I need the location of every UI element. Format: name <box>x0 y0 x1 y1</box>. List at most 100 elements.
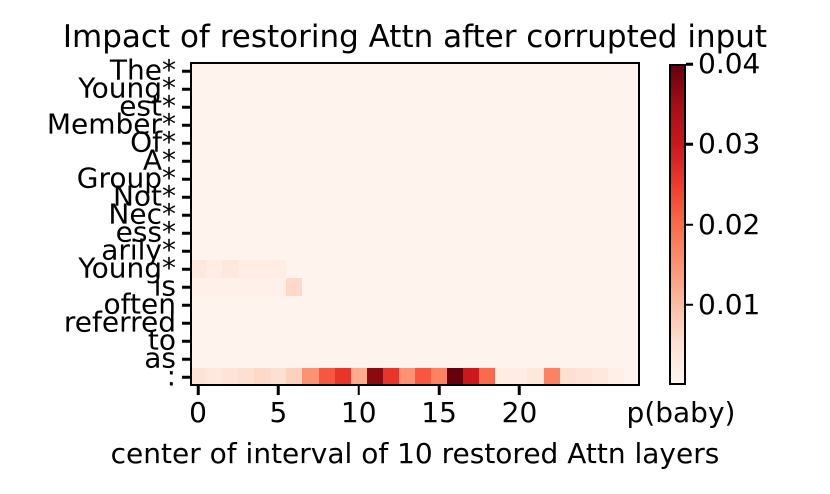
heatmap-cell <box>623 134 640 152</box>
heatmap-cell <box>447 62 464 80</box>
heatmap-cell <box>318 62 335 80</box>
y-tick-label: : <box>166 359 176 393</box>
heatmap-cell <box>511 296 528 314</box>
heatmap-cell <box>591 116 608 134</box>
heatmap-cell <box>190 170 207 188</box>
heatmap-cell <box>623 152 640 170</box>
heatmap-cell <box>302 80 319 98</box>
heatmap-cell <box>238 260 255 278</box>
heatmap-cell <box>414 296 432 314</box>
y-tick-mark <box>182 321 190 325</box>
heatmap-cell <box>447 170 464 188</box>
heatmap-cell <box>286 332 303 350</box>
heatmap-cell <box>254 98 271 116</box>
heatmap-cell <box>318 278 335 296</box>
heatmap-cell <box>398 170 415 188</box>
heatmap-cell <box>334 170 351 188</box>
heatmap-cell <box>623 224 640 242</box>
heatmap-cell <box>286 134 303 152</box>
y-tick-mark <box>182 177 190 181</box>
y-tick-label: Group* <box>76 161 176 195</box>
heatmap-cell <box>511 170 528 188</box>
y-tick-label: ess* <box>115 215 176 249</box>
heatmap-cell <box>511 224 528 242</box>
y-tick-label: est* <box>119 89 176 123</box>
heatmap-cell <box>607 260 624 278</box>
heatmap-cell <box>206 260 223 278</box>
heatmap-cell <box>463 332 480 350</box>
heatmap-cell <box>623 206 640 224</box>
heatmap-cell <box>382 134 399 152</box>
heatmap-cell <box>350 296 367 314</box>
heatmap-cell <box>270 260 287 278</box>
heatmap-cell <box>463 62 480 80</box>
heatmap-cell <box>414 170 432 188</box>
heatmap-cell <box>463 368 480 386</box>
y-tick-label: Young* <box>78 251 176 285</box>
heatmap-cell <box>527 278 544 296</box>
heatmap-cell <box>591 332 608 350</box>
heatmap-cell <box>527 314 544 332</box>
heatmap-cell <box>190 368 207 386</box>
heatmap-cell <box>366 152 383 170</box>
heatmap-cell <box>559 278 576 296</box>
heatmap-cell <box>222 260 239 278</box>
heatmap-cell <box>575 188 592 206</box>
heatmap-cell <box>190 242 207 260</box>
heatmap-cell <box>238 296 255 314</box>
heatmap-cell <box>591 260 608 278</box>
heatmap-cell <box>318 134 335 152</box>
heatmap-cell <box>495 224 512 242</box>
heatmap-cell <box>543 188 560 206</box>
heatmap-cell <box>398 314 415 332</box>
heatmap-cell <box>575 62 592 80</box>
heatmap-cell <box>543 278 560 296</box>
heatmap-cell <box>431 242 448 260</box>
heatmap-cell <box>511 260 528 278</box>
heatmap-cell <box>607 206 624 224</box>
heatmap-cell <box>254 278 271 296</box>
y-tick-mark <box>182 357 190 361</box>
heatmap-cell <box>511 332 528 350</box>
heatmap-cell <box>543 170 560 188</box>
heatmap-cell <box>479 152 496 170</box>
heatmap-cell <box>270 278 287 296</box>
heatmap-cell <box>238 350 255 368</box>
heatmap-cell <box>511 206 528 224</box>
heatmap-cell <box>575 242 592 260</box>
heatmap-cell <box>222 314 239 332</box>
heatmap-cell <box>623 368 640 386</box>
heatmap-cell <box>366 350 383 368</box>
heatmap-cell <box>206 242 223 260</box>
heatmap-cell <box>479 62 496 80</box>
y-tick-mark <box>182 105 190 109</box>
heatmap-cell <box>414 206 432 224</box>
heatmap-cell <box>382 314 399 332</box>
colorbar-tick-mark <box>686 303 693 306</box>
heatmap-cell <box>206 332 223 350</box>
heatmap-cell <box>623 116 640 134</box>
heatmap-cell <box>575 332 592 350</box>
heatmap-cell <box>463 224 480 242</box>
heatmap-cell <box>398 368 415 386</box>
heatmap-cell <box>527 350 544 368</box>
heatmap-cell <box>302 152 319 170</box>
heatmap-cell <box>559 350 576 368</box>
heatmap-cell <box>350 62 367 80</box>
heatmap-cell <box>254 314 271 332</box>
heatmap-cell <box>431 116 448 134</box>
heatmap-cell <box>463 98 480 116</box>
heatmap-cell <box>591 62 608 80</box>
y-tick-label: Member* <box>46 107 176 141</box>
heatmap-cell <box>398 188 415 206</box>
heatmap-cell <box>190 188 207 206</box>
heatmap-cell <box>495 188 512 206</box>
y-tick-mark <box>182 267 190 271</box>
heatmap-cell <box>222 206 239 224</box>
heatmap-cell <box>270 98 287 116</box>
heatmap-cell <box>222 224 239 242</box>
heatmap-cell <box>206 314 223 332</box>
heatmap-cell <box>623 80 640 98</box>
heatmap-cell <box>479 242 496 260</box>
heatmap-cell <box>447 116 464 134</box>
